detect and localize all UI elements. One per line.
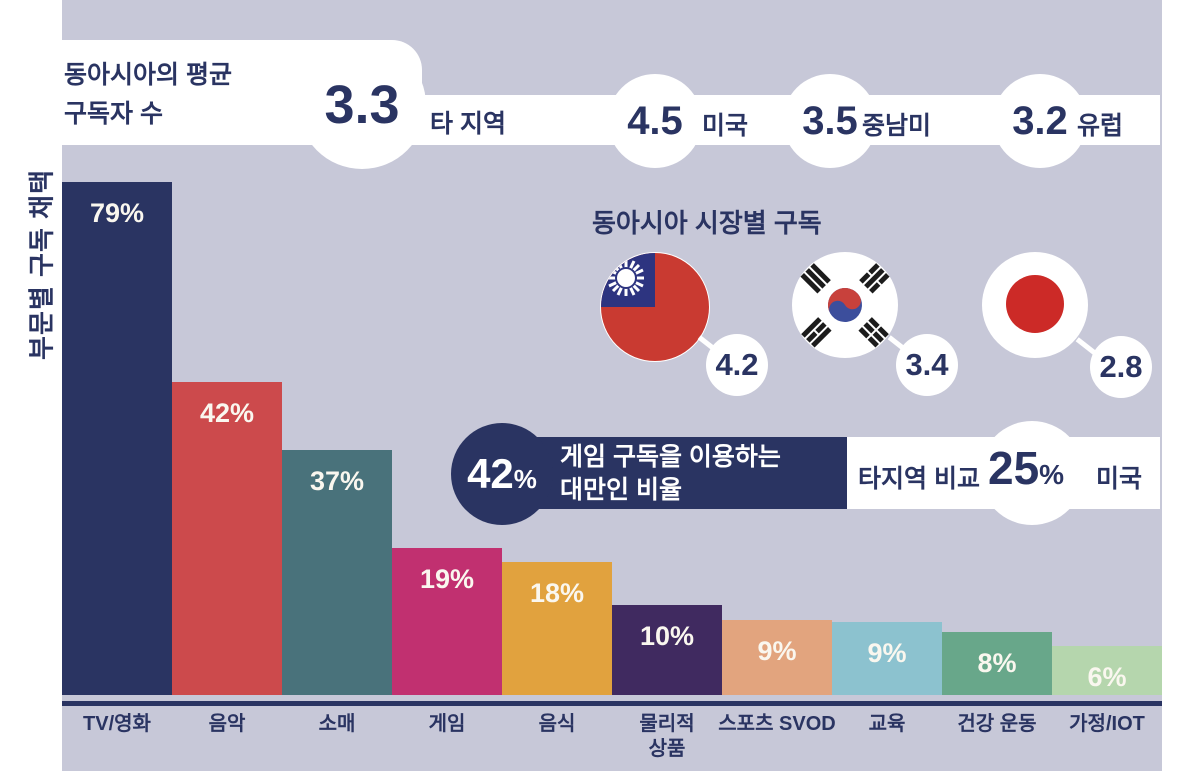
comparison-region: 미국 bbox=[1096, 465, 1143, 493]
bar-2: 42% bbox=[172, 382, 282, 695]
stat-value: 3.2 bbox=[1012, 98, 1068, 143]
bar-1: 79% bbox=[62, 182, 172, 695]
x-axis-label: 물리적 상품 bbox=[639, 713, 695, 760]
bar-9: 8% bbox=[942, 632, 1052, 695]
x-axis-label: 음악 bbox=[208, 713, 246, 735]
comparison-band bbox=[847, 437, 1160, 509]
bar-value-label: 79% bbox=[89, 198, 145, 228]
x-axis-label: TV/영화 bbox=[83, 713, 151, 735]
bar-value-label: 37% bbox=[309, 466, 365, 496]
x-axis-label: 게임 bbox=[428, 713, 466, 735]
comparison-value: 25% bbox=[988, 441, 1064, 495]
taiwan-value-bubble: 4.2 bbox=[706, 334, 768, 396]
stat-label: 유럽 bbox=[1077, 112, 1124, 140]
bar-7: 9% bbox=[722, 620, 832, 695]
bar-value-label: 6% bbox=[1087, 662, 1127, 692]
y-axis-label: 부문별 구독 채택 bbox=[26, 169, 57, 360]
bar-5: 18% bbox=[502, 562, 612, 695]
game-callout-description: 게임 구독을 이용하는 대만인 비율 bbox=[560, 443, 781, 504]
stat-value: 3.5 bbox=[802, 98, 858, 143]
stat-label: 미국 bbox=[702, 112, 749, 140]
bar-value-label: 9% bbox=[757, 636, 797, 666]
bar-value-label: 19% bbox=[419, 564, 475, 594]
taiwan-flag-icon bbox=[600, 252, 710, 362]
bar-value-label: 10% bbox=[639, 621, 695, 651]
market-section-title: 동아시아 시장별 구독 bbox=[592, 208, 822, 238]
market-value: 2.8 bbox=[1099, 349, 1143, 384]
bar-value-label: 8% bbox=[977, 648, 1017, 678]
japan-flag-icon bbox=[982, 252, 1088, 358]
x-axis-label: 스포츠 SVOD bbox=[718, 713, 836, 735]
stat-label: 중남미 bbox=[862, 112, 932, 140]
bar-value-label: 42% bbox=[199, 398, 255, 428]
south-korea-flag-icon bbox=[792, 252, 898, 358]
x-axis-label: 건강 운동 bbox=[957, 713, 1037, 735]
stat-value: 3.3 bbox=[324, 75, 400, 135]
x-axis-label: 음식 bbox=[538, 713, 576, 735]
market-value: 3.4 bbox=[905, 347, 949, 382]
bar-4: 19% bbox=[392, 548, 502, 695]
bar-value-label: 18% bbox=[529, 578, 585, 608]
game-callout-box bbox=[520, 437, 847, 509]
stat-circle-europe: 3.2 bbox=[993, 74, 1087, 168]
stat-label: 타 지역 bbox=[430, 110, 506, 138]
x-axis-label: 가정/IOT bbox=[1069, 713, 1145, 735]
korea-value-bubble: 3.4 bbox=[896, 334, 958, 396]
stat-circle-usa: 4.5 bbox=[608, 74, 702, 168]
bar-3: 37% bbox=[282, 450, 392, 695]
stat-circle-other-regions: 3.3 bbox=[298, 41, 426, 169]
x-axis-label: 소매 bbox=[318, 713, 356, 735]
japan-value-bubble: 2.8 bbox=[1090, 336, 1152, 398]
x-axis-line bbox=[62, 701, 1162, 706]
bar-value-label: 9% bbox=[867, 638, 907, 668]
stat-value: 4.5 bbox=[627, 98, 683, 143]
game-callout-circle: 42% bbox=[451, 423, 553, 525]
market-value: 4.2 bbox=[715, 347, 759, 382]
bar-10: 6% bbox=[1052, 646, 1162, 695]
game-callout-value: 42 bbox=[467, 450, 514, 497]
comparison-label: 타지역 비교 bbox=[858, 465, 980, 493]
banner-title: 동아시아의 평균 구독자 수 bbox=[64, 61, 232, 128]
comparison-number: 25 bbox=[988, 442, 1040, 494]
stat-circle-latam: 3.5 bbox=[783, 74, 877, 168]
bar-8: 9% bbox=[832, 622, 942, 695]
game-callout-percent-sign: % bbox=[513, 464, 537, 494]
comparison-percent-sign: % bbox=[1039, 459, 1065, 490]
bar-6: 10% bbox=[612, 605, 722, 695]
x-axis-label: 교육 bbox=[868, 713, 906, 735]
